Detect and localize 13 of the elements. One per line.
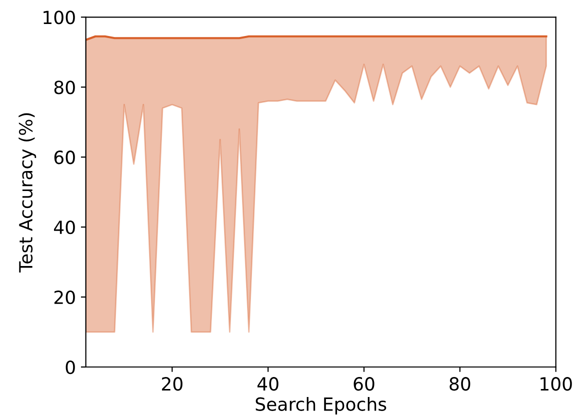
x-tick-label: 20	[162, 377, 182, 391]
y-tick-label: 40	[54, 220, 75, 234]
x-tick-label: 40	[257, 377, 278, 391]
x-tick-label: 80	[450, 377, 470, 391]
x-tick-label: 100	[540, 377, 572, 391]
y-tick-label: 20	[54, 290, 75, 304]
x-tick-label: 60	[354, 377, 374, 391]
y-tick-label: 100	[44, 10, 75, 24]
y-tick-label: 0	[66, 360, 75, 374]
x-axis-title: Search Epochs	[256, 396, 386, 414]
y-tick-label: 80	[54, 80, 75, 94]
y-axis-title: Test Accuracy (%)	[18, 113, 36, 272]
y-tick-label: 60	[54, 150, 75, 164]
